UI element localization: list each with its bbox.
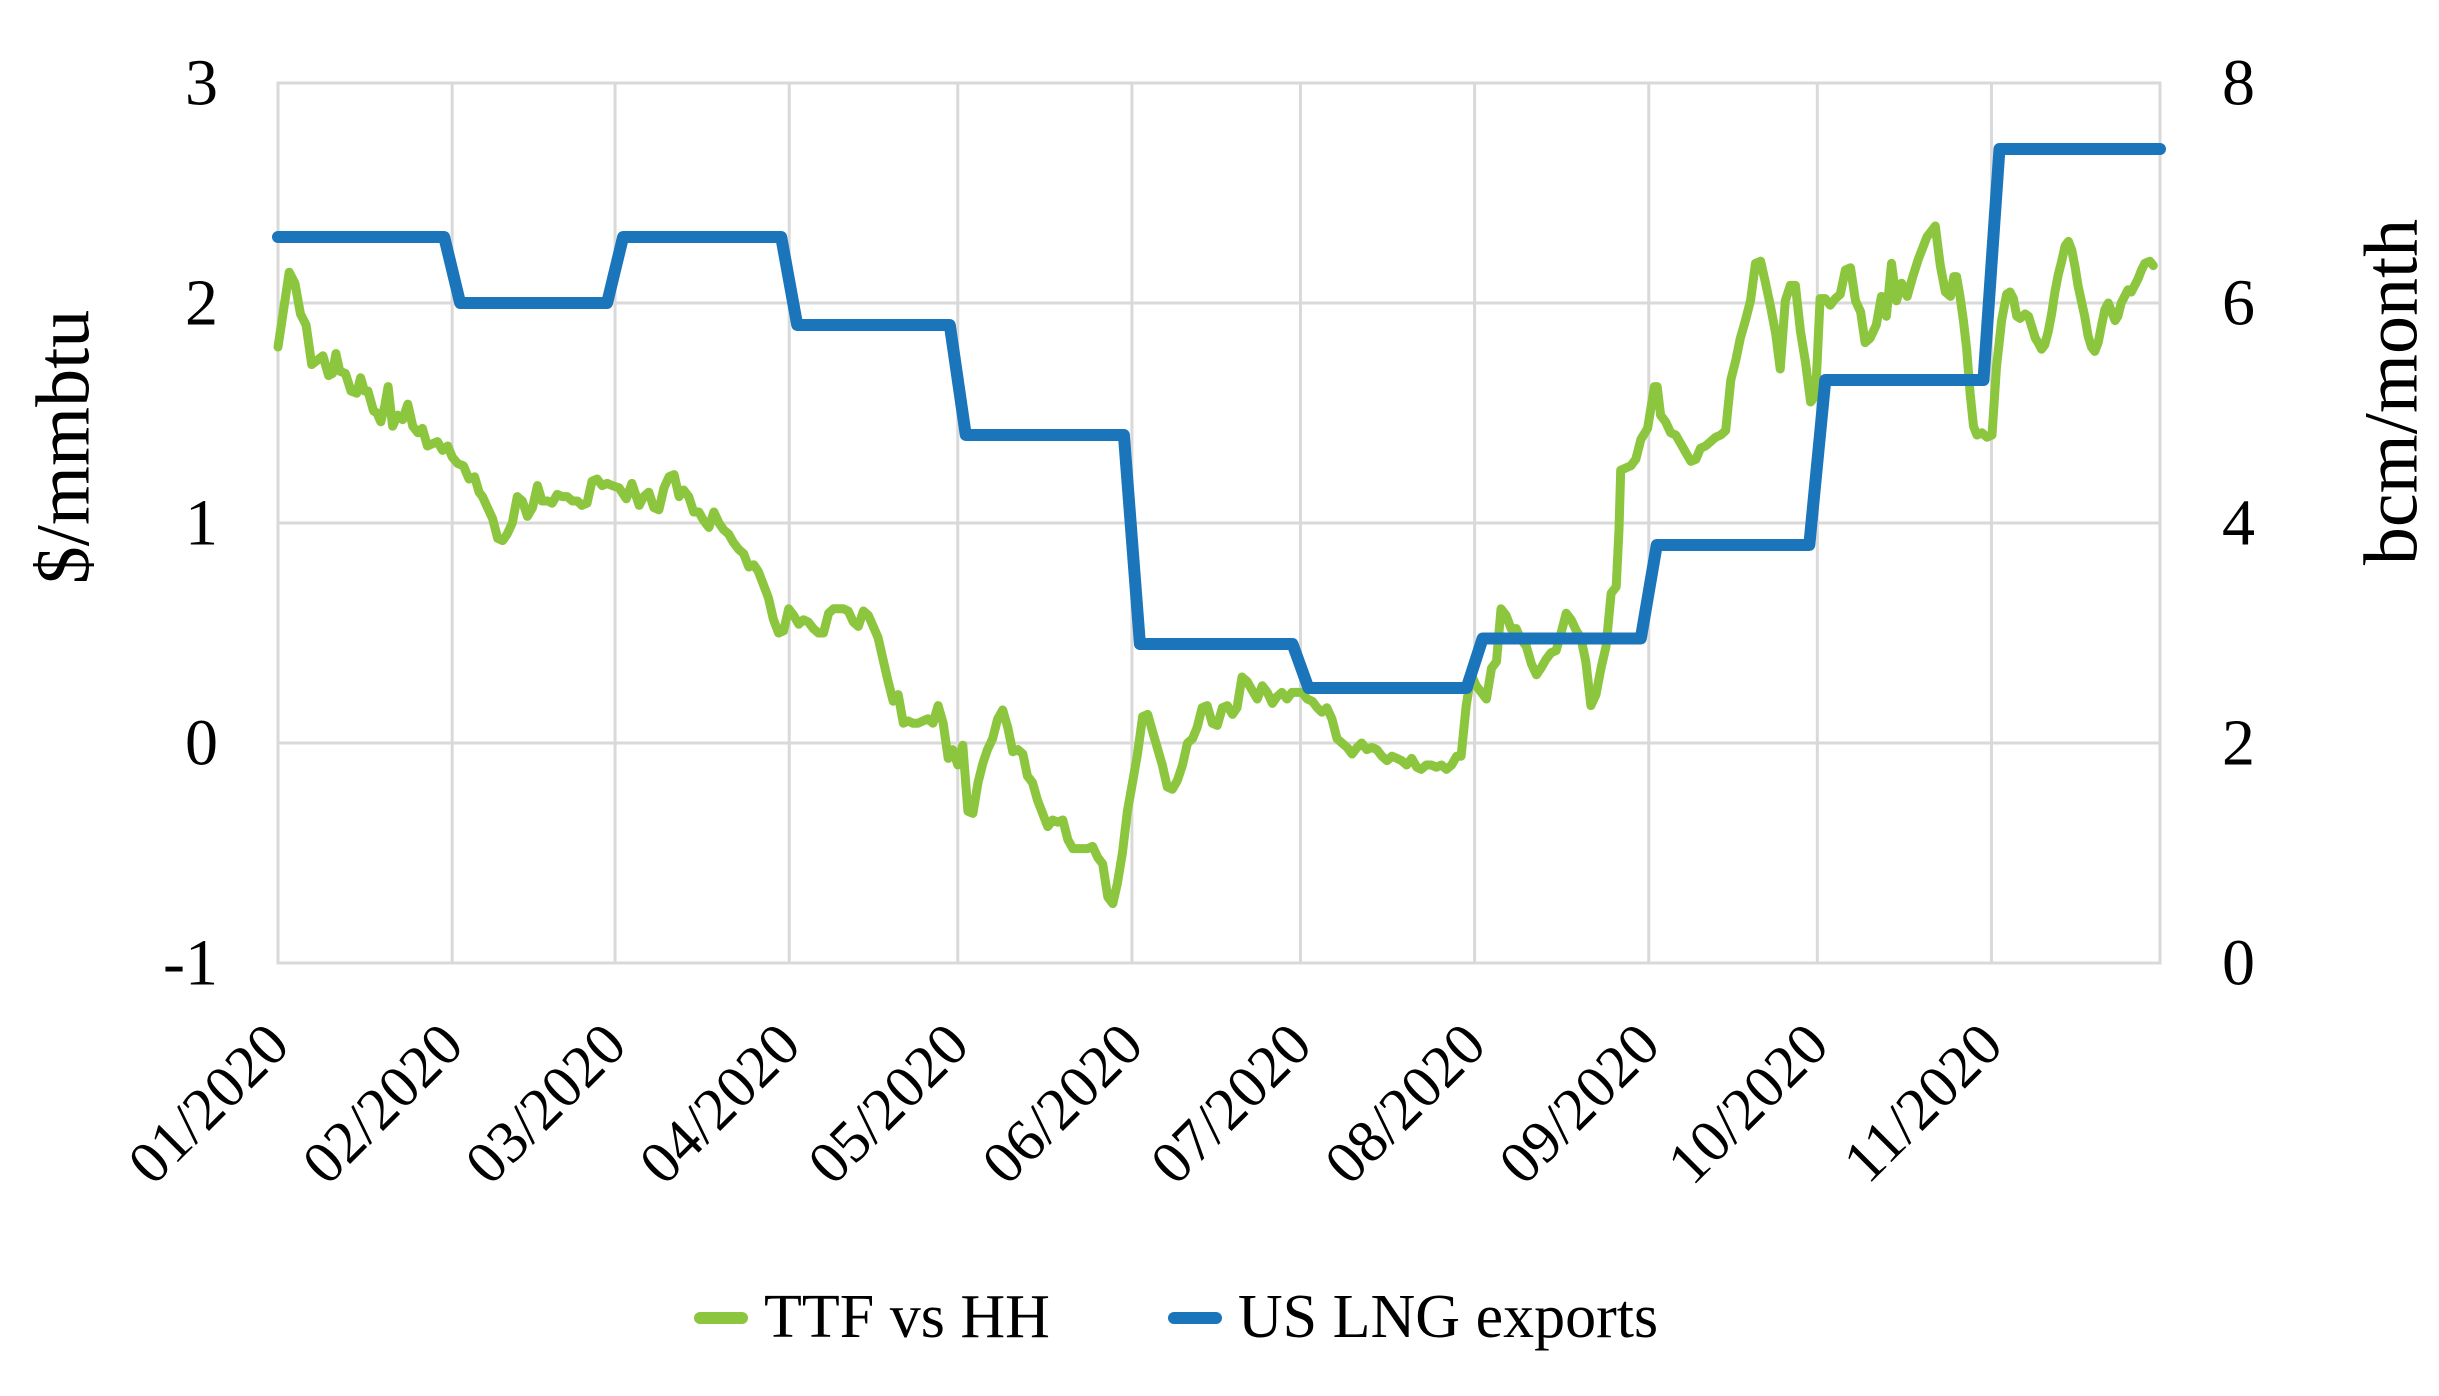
x-axis-tick-label: 11/2020 <box>1830 1011 2014 1195</box>
plot-border <box>276 81 2162 965</box>
right-axis-tick-label: 8 <box>2222 47 2255 120</box>
series-line-ttf-vs-hh <box>273 221 2158 909</box>
legend-swatch-ttf-vs-hh <box>694 1311 748 1324</box>
right-axis-title: bcm/month <box>2349 218 2434 566</box>
left-axis-tick-label: -1 <box>163 927 218 1000</box>
left-axis-tick-label: 3 <box>185 47 218 120</box>
right-axis-tick-label: 0 <box>2222 927 2255 1000</box>
x-axis-tick-label: 10/2020 <box>1655 1011 1841 1197</box>
left-axis-tick-label: 2 <box>185 267 218 340</box>
x-axis-tick-label: 05/2020 <box>795 1011 981 1197</box>
right-axis-tick-label: 4 <box>2222 487 2255 560</box>
right-axis-tick-label: 2 <box>2222 707 2255 780</box>
x-axis-tick-label: 08/2020 <box>1312 1011 1498 1197</box>
series-line-us-lng-exports <box>272 143 2166 694</box>
legend-label-us-lng-exports: US LNG exports <box>1237 1283 1659 1351</box>
x-axis-tick-label: 09/2020 <box>1486 1011 1672 1197</box>
left-axis-tick-label: 1 <box>185 487 218 560</box>
right-axis-tick-label: 6 <box>2222 267 2255 340</box>
left-axis-tick-label: 0 <box>185 707 218 780</box>
legend-item-us-lng-exports: US LNG exports <box>1167 1282 1659 1353</box>
legend: TTF vs HH US LNG exports <box>694 1282 1658 1353</box>
x-axis-tick-label: 04/2020 <box>627 1011 813 1197</box>
x-axis-tick-label: 06/2020 <box>969 1011 1155 1197</box>
x-axis-tick-label: 07/2020 <box>1138 1011 1324 1197</box>
x-axis-tick-label: 01/2020 <box>115 1011 301 1197</box>
x-axis-tick-label: 03/2020 <box>453 1011 639 1197</box>
legend-swatch-us-lng-exports <box>1167 1311 1222 1324</box>
legend-item-ttf-vs-hh: TTF vs HH <box>694 1282 1050 1353</box>
left-axis-title: $/mmbtu <box>21 309 106 585</box>
x-axis-tick-label: 02/2020 <box>290 1011 476 1197</box>
legend-label-ttf-vs-hh: TTF vs HH <box>764 1283 1050 1351</box>
